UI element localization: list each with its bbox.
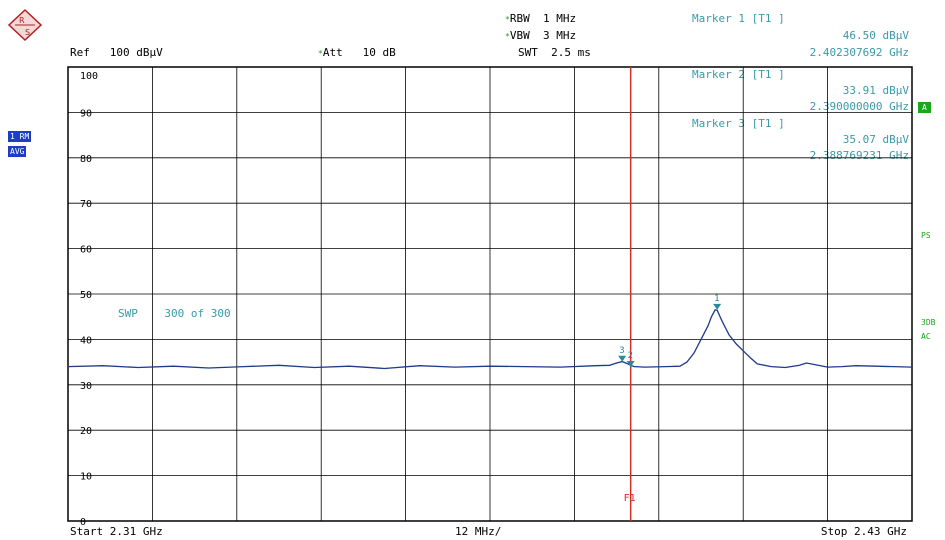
y-tick-label: 60 (80, 245, 92, 256)
y-tick-label: 30 (80, 381, 92, 392)
att-label: Att (322, 46, 343, 59)
marker3-title: Marker 3 [T1 ] (692, 117, 785, 130)
trace-line (67, 309, 913, 370)
marker3-freq: 2.388769231 GHz (809, 149, 909, 162)
ref-label: Ref (70, 46, 90, 59)
stop-frequency: Stop 2.43 GHz (820, 525, 907, 538)
rbw-label: RBW (509, 12, 530, 25)
y-tick-label: 20 (80, 426, 92, 437)
asterisk-icon: * (318, 49, 323, 58)
rbw: *RBW 1 MHz (505, 12, 576, 25)
span-per-division: 12 MHz/ (455, 525, 502, 538)
marker-1-triangle (713, 303, 722, 310)
svg-text:S: S (25, 28, 30, 37)
sweep-count: 300 of 300 (164, 307, 231, 320)
marker-3-label: 3 (619, 346, 624, 356)
marker-3-triangle (618, 355, 627, 362)
f1-label: F1 (624, 493, 636, 504)
asterisk-icon: * (505, 32, 510, 41)
marker2-freq: 2.390000000 GHz (809, 100, 909, 113)
swt-value: 2.5 ms (551, 46, 591, 59)
marker2-title: Marker 2 [T1 ] (692, 68, 785, 81)
trace-tag: 1 RM (8, 131, 32, 142)
marker-1-label: 1 (714, 294, 719, 304)
rohde-schwarz-logo: R S (7, 8, 43, 42)
trace-a-tag: A (918, 102, 931, 113)
svg-text:R: R (19, 16, 25, 25)
y-tick-label: 0 (80, 517, 86, 528)
marker3-level: 35.07 dBµV (842, 133, 909, 146)
y-tick-label: 90 (80, 108, 92, 119)
asterisk-icon: * (505, 15, 510, 24)
y-tick-label: 10 (80, 472, 92, 483)
marker1-level: 46.50 dBµV (842, 29, 909, 42)
rbw-value: 1 MHz (542, 12, 577, 25)
y-tick-label: 50 (80, 290, 92, 301)
y-tick-label: 80 (80, 154, 92, 165)
attenuation: *Att 10 dB (318, 46, 396, 59)
y-tick-label: 100 (80, 71, 98, 82)
y-tick-label: 70 (80, 199, 92, 210)
sweep-time: SWT 2.5 ms (518, 46, 591, 59)
marker1-freq: 2.402307692 GHz (809, 46, 909, 59)
att-value: 10 dB (362, 46, 396, 59)
3db-tag: 3DB (921, 318, 936, 327)
vbw: *VBW 3 MHz (505, 29, 576, 42)
y-tick-label: 40 (80, 335, 92, 346)
ps-tag: PS (921, 231, 931, 240)
marker-2-triangle (626, 361, 635, 368)
marker2-level: 33.91 dBµV (842, 84, 909, 97)
vbw-label: VBW (509, 29, 530, 42)
sweep-counter: SWP 300 of 300 (118, 307, 231, 320)
marker-2-label: 2 (628, 351, 633, 361)
vbw-value: 3 MHz (542, 29, 577, 42)
marker1-title: Marker 1 [T1 ] (692, 12, 785, 25)
ref-value: 100 dBµV (109, 46, 163, 59)
ac-tag: AC (921, 332, 931, 341)
detector-tag: AVG (8, 146, 27, 157)
swt-label: SWT (518, 46, 538, 59)
start-frequency: Start 2.31 GHz (70, 525, 163, 538)
sweep-label: SWP (118, 307, 138, 320)
ref-level: Ref 100 dBµV (70, 46, 163, 59)
